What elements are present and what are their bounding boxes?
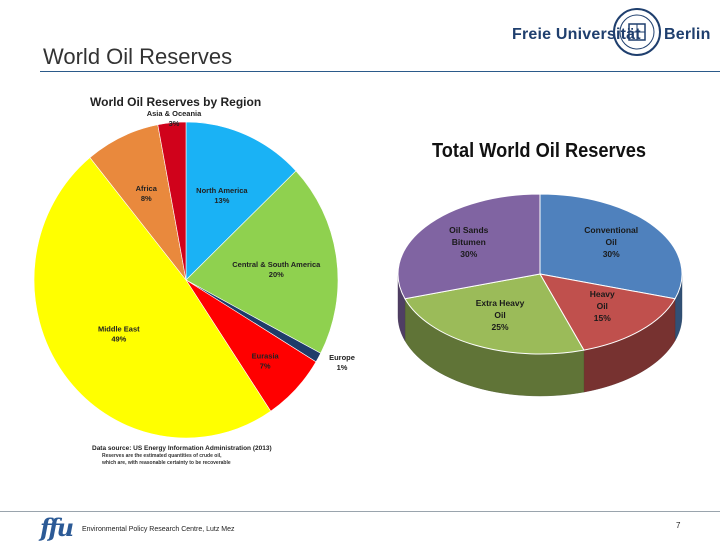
oil-type-slice-conventional	[539, 193, 683, 300]
oil-type-pie-chart: Total World Oil Reserves Conventional Oil…	[397, 140, 683, 397]
region-chart-title: World Oil Reserves by Region	[90, 95, 261, 109]
region-value-north-america: 13%	[214, 196, 229, 205]
page-number: 7	[676, 521, 681, 530]
region-pie-chart: World Oil Reserves by Region North Ameri…	[33, 88, 372, 468]
oil-type-chart-title: Total World Oil Reserves	[432, 140, 646, 162]
university-city: Berlin	[664, 26, 711, 43]
region-label-africa: Africa	[136, 184, 158, 193]
region-value-central-and-south-america: 20%	[269, 270, 284, 279]
header-divider	[40, 71, 720, 72]
university-logo: Freie Universität Berlin	[510, 6, 720, 58]
region-label-central-and-south-america: Central & South America	[232, 260, 321, 269]
region-value-asia-and-oceania: 3%	[169, 119, 180, 128]
oil-type-sublabel-extra-heavy: Oil	[494, 310, 505, 320]
region-label-north-america: North America	[196, 186, 248, 195]
region-label-asia-and-oceania: Asia & Oceania	[147, 109, 202, 118]
slide-title: World Oil Reserves	[43, 44, 233, 69]
oil-type-slice-heavy	[539, 273, 676, 351]
region-slice-north-america	[185, 121, 297, 281]
region-value-africa: 8%	[141, 194, 152, 203]
oil-type-label-conventional: Conventional	[584, 225, 638, 235]
ffu-logo: ffu	[40, 513, 74, 542]
region-value-eurasia: 7%	[260, 362, 271, 371]
oil-type-sublabel-oil-sands: Bitumen	[452, 237, 486, 247]
region-slice-middle-east	[33, 157, 272, 439]
region-label-eurasia: Eurasia	[252, 352, 280, 361]
region-slice-central-and-south-america	[185, 170, 339, 354]
oil-type-value-oil-sands: 30%	[460, 249, 477, 259]
oil-type-slice-oil-sands	[397, 193, 541, 300]
region-chart-note-line2: which are, with reasonable certainty to …	[101, 460, 231, 466]
university-name: Freie Universität	[512, 26, 641, 43]
region-chart-note-line1: Reserves are the estimated quantities of…	[102, 453, 222, 459]
oil-type-sublabel-conventional: Oil	[606, 237, 617, 247]
footer-text: Environmental Policy Research Centre, Lu…	[82, 526, 235, 533]
oil-type-value-conventional: 30%	[603, 249, 620, 259]
region-value-middle-east: 49%	[111, 335, 126, 344]
oil-type-sublabel-heavy: Oil	[597, 301, 608, 311]
oil-type-label-heavy: Heavy	[590, 289, 615, 299]
region-slice-asia-and-oceania	[157, 121, 187, 281]
oil-type-label-oil-sands: Oil Sands	[449, 225, 488, 235]
oil-type-value-heavy: 15%	[594, 313, 611, 323]
region-label-europe: Europe	[329, 353, 355, 362]
oil-type-slice-extra-heavy	[404, 273, 585, 355]
footer-divider	[0, 511, 720, 512]
region-value-europe: 1%	[337, 363, 348, 372]
oil-type-label-extra-heavy: Extra Heavy	[476, 298, 525, 308]
region-label-middle-east: Middle East	[98, 325, 140, 334]
region-chart-source: Data source: US Energy Information Admin…	[92, 445, 272, 452]
oil-type-value-extra-heavy: 25%	[492, 322, 509, 332]
university-seal-icon	[613, 8, 661, 56]
